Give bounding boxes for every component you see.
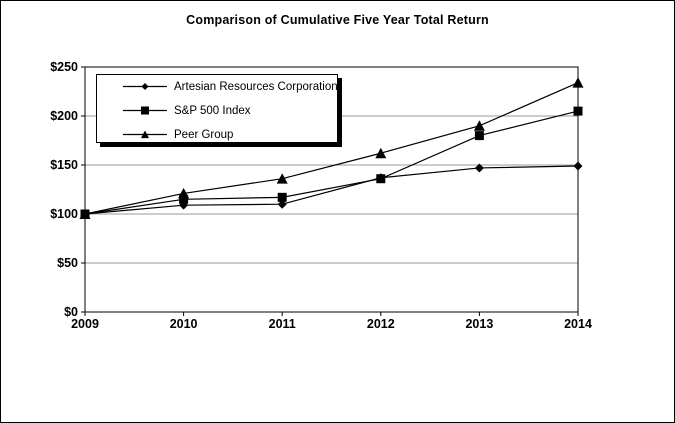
series-line-s-p-500-index <box>84 110 579 215</box>
series-line-peer-group <box>84 82 579 215</box>
legend-item-peer-group: Peer Group <box>123 128 233 141</box>
legend-item-artesian-resources-corporation: Artesian Resources Corporation <box>123 80 338 93</box>
y-axis-label-0: $0 <box>64 305 78 319</box>
legend-marker-diamond <box>141 83 149 90</box>
data-point-s-p-500-index-2014 <box>573 106 583 116</box>
x-axis-label-2009: 2009 <box>71 317 99 331</box>
x-axis-label-2014: 2014 <box>564 317 592 331</box>
data-point-artesian-resources-corporation-2014 <box>573 161 583 171</box>
data-point-s-p-500-index-2013 <box>474 131 484 141</box>
data-point-s-p-500-index-2011 <box>277 192 287 202</box>
legend-item-sp-500-index: S&P 500 Index <box>123 104 251 117</box>
legend-label-artesian: Artesian Resources Corporation <box>174 80 338 93</box>
legend-label-sp500: S&P 500 Index <box>174 104 251 117</box>
data-point-peer-group-2013 <box>473 120 485 131</box>
data-point-artesian-resources-corporation-2013 <box>474 163 484 173</box>
y-axis-label-250: $250 <box>50 60 78 74</box>
legend-marker-triangle <box>141 130 149 139</box>
triangle-marker-icon <box>123 130 167 139</box>
chart-title: Comparison of Cumulative Five Year Total… <box>186 13 489 27</box>
data-point-peer-group-2009 <box>79 208 91 219</box>
y-axis-label-150: $150 <box>50 158 78 172</box>
x-axis-label-2013: 2013 <box>465 317 493 331</box>
data-point-s-p-500-index-2010 <box>179 194 189 204</box>
square-marker-icon <box>123 106 167 115</box>
data-point-peer-group-2012 <box>375 147 387 159</box>
x-axis-label-2011: 2011 <box>269 317 296 331</box>
data-point-peer-group-2011 <box>276 173 288 184</box>
data-point-s-p-500-index-2012 <box>376 174 386 184</box>
plot-border <box>84 66 579 313</box>
data-point-peer-group-2010 <box>178 187 190 199</box>
y-axis-label-50: $50 <box>57 256 78 270</box>
y-axis-label-100: $100 <box>50 207 78 221</box>
x-axis-label-2012: 2012 <box>367 317 395 331</box>
series-line-artesian-resources-corporation <box>84 165 579 215</box>
data-point-artesian-resources-corporation-2011 <box>277 199 287 209</box>
y-axis-label-200: $200 <box>50 109 78 123</box>
x-axis-label-2010: 2010 <box>170 317 198 331</box>
data-point-peer-group-2014 <box>572 77 584 88</box>
diamond-marker-icon <box>123 83 167 90</box>
chart-legend: Artesian Resources Corporation S&P 500 I… <box>96 74 338 143</box>
legend-label-peer-group: Peer Group <box>174 128 234 141</box>
legend-marker-square <box>141 106 149 115</box>
